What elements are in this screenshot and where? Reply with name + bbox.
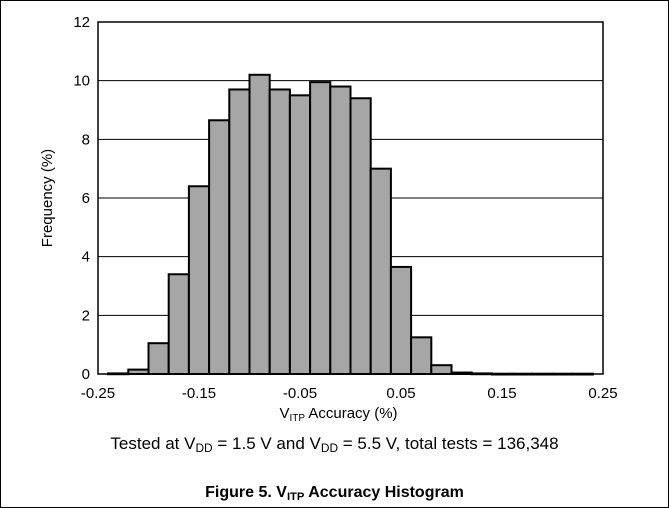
histogram-bar [329,85,352,376]
caption-sub: ITP [286,490,305,503]
x-tick-label: 0.25 [588,385,617,402]
histogram-bars [107,73,594,376]
x-tick-label: 0.15 [487,385,516,402]
x-axis-label-rest: Accuracy (%) [305,405,398,422]
histogram-bar [369,167,392,375]
histogram-bar [167,273,190,375]
x-axis-label-sub: ITP [289,413,305,424]
histogram-bar [349,97,372,376]
y-tick-label: 8 [82,131,90,148]
y-axis-ticks: 0 2 4 6 8 10 12 [73,14,90,383]
note-text-3: = 5.5 V, total tests = 136,348 [338,434,559,453]
histogram-bar [268,88,291,375]
test-conditions-note: Tested at VDD = 1.5 V and VDD = 5.5 V, t… [0,434,669,454]
histogram-bar [309,81,332,375]
caption-text-2: Accuracy Histogram [304,484,464,501]
plot-area-border [97,21,604,375]
histogram-bar [288,94,312,375]
histogram-bar [430,364,453,376]
histogram-bar [248,73,271,376]
caption-text-1: Figure 5. V [205,484,287,501]
x-axis-label-main: V [279,405,289,422]
y-tick-label: 0 [82,366,90,383]
y-tick-label: 10 [73,73,90,90]
figure-caption: Figure 5. VITP Accuracy Histogram [0,484,669,502]
y-tick-label: 4 [82,249,90,266]
y-tick-label: 12 [73,14,90,31]
histogram-bar [228,88,251,375]
histogram-bar [147,342,170,376]
x-tick-label: -0.15 [182,385,216,402]
histogram-bar [410,336,433,376]
histogram-chart: 0 2 4 6 8 10 12 -0.25 -0.15 -0.05 0.05 0.15 0.25 Fr… [39,14,618,424]
note-sub-1: DD [195,440,213,455]
x-axis-label: VITP Accuracy (%) [279,405,397,424]
note-text-1: Tested at V [110,434,196,453]
histogram-bar [389,265,413,375]
y-tick-label: 6 [82,190,90,207]
x-tick-label: -0.05 [283,385,317,402]
histogram-bar [187,185,211,375]
x-axis-ticks: -0.25 -0.15 -0.05 0.05 0.15 0.25 [81,385,618,402]
note-text-2: = 1.5 V and V [212,434,321,453]
x-tick-label: 0.05 [386,385,415,402]
y-tick-label: 2 [82,307,90,324]
histogram-bar [208,119,231,376]
note-sub-2: DD [320,440,339,455]
y-axis-label: Frequency (%) [39,149,56,247]
x-tick-label: -0.25 [81,385,115,402]
